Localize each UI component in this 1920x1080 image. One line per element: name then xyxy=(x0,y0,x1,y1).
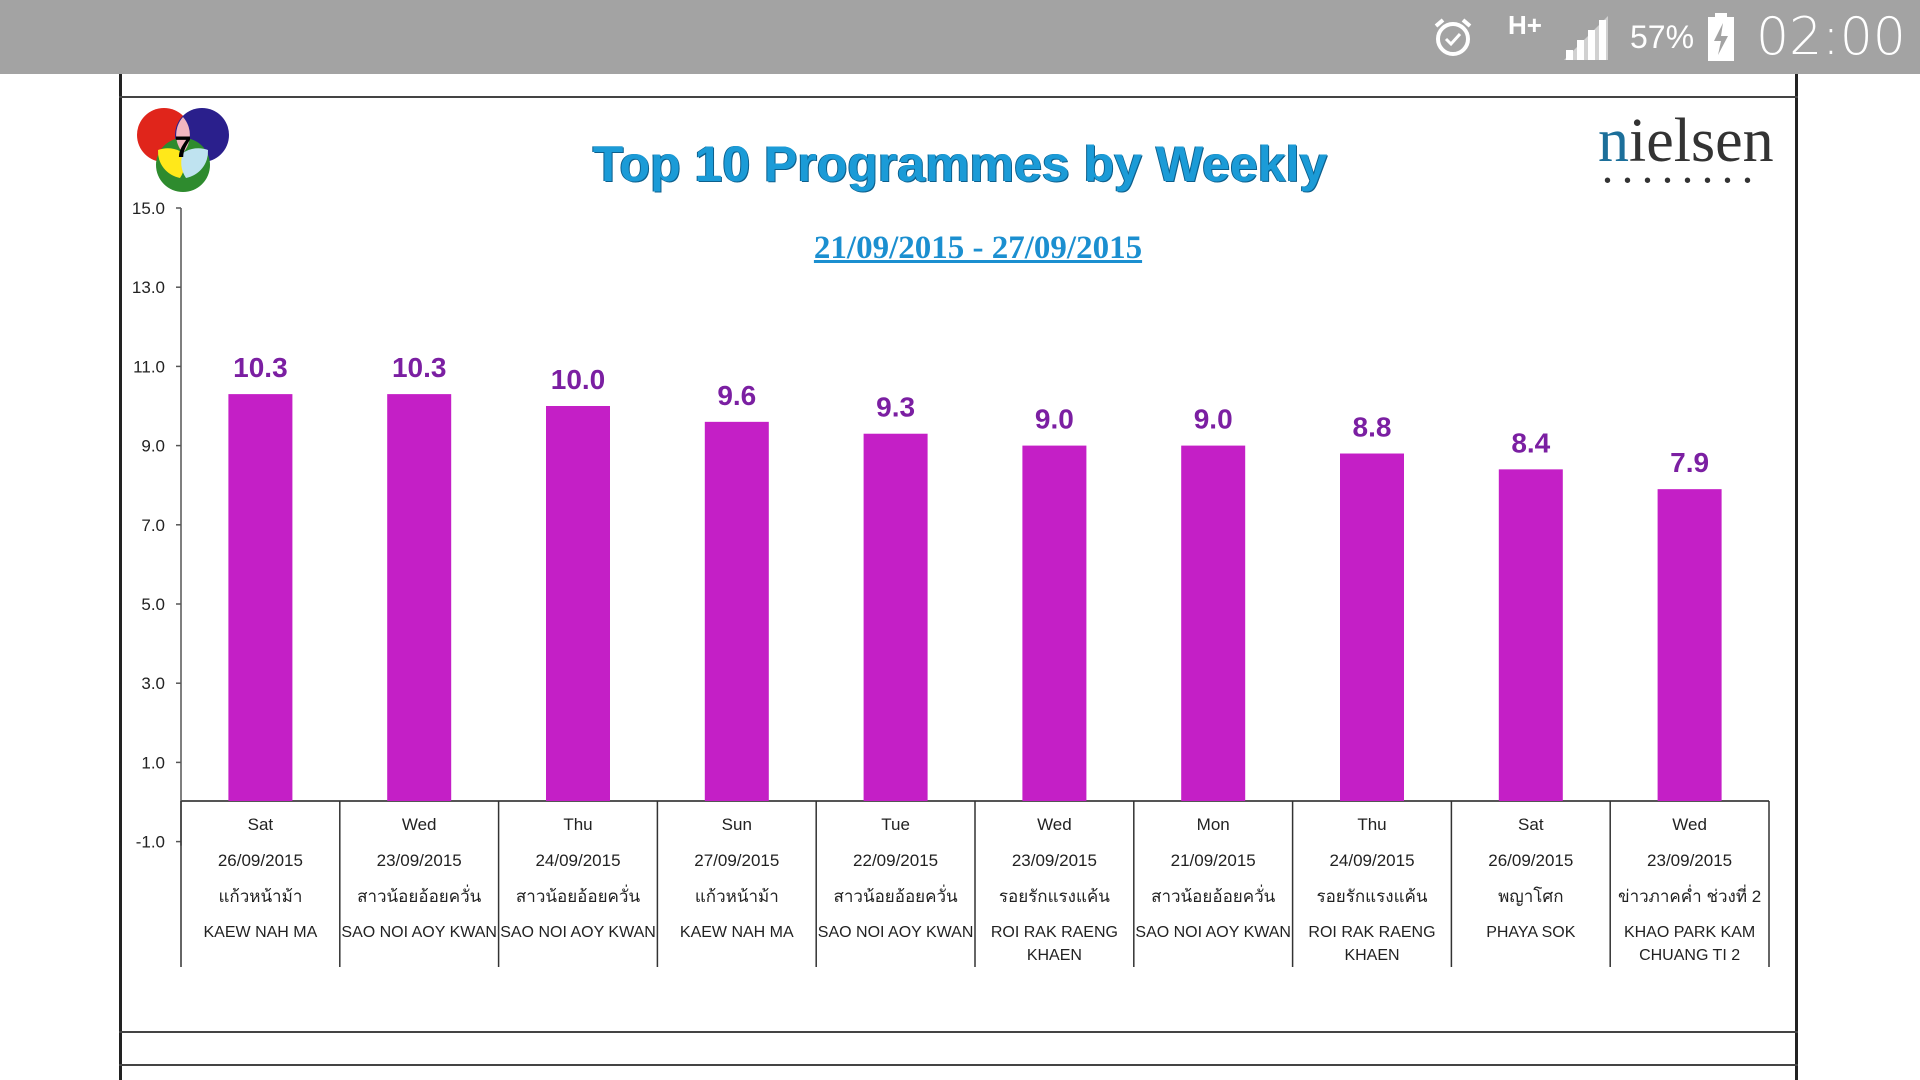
category-thai-name: แก้วหน้าม้า xyxy=(695,887,779,906)
category-thai-name: แก้วหน้าม้า xyxy=(218,887,302,906)
signal-icon xyxy=(1562,0,1612,74)
category-thai-name: สาวน้อยอ้อยควั่น xyxy=(834,884,959,906)
category-date: 27/09/2015 xyxy=(694,851,779,870)
category-english-name: SAO NOI AOY KWAN xyxy=(1135,924,1291,941)
bar xyxy=(1181,445,1246,801)
divider xyxy=(119,1031,1798,1033)
document-page xyxy=(119,74,1798,1080)
bar xyxy=(387,394,452,801)
category-english-name: SAO NOI AOY KWAN xyxy=(500,924,656,941)
bar xyxy=(1022,445,1087,801)
data-label: 7.9 xyxy=(1670,447,1709,478)
data-label: 8.8 xyxy=(1353,412,1392,443)
chart-title: Top 10 Programmes by Weekly xyxy=(592,136,1328,192)
category-day: Thu xyxy=(1357,815,1386,834)
category-thai-name: พญาโศก xyxy=(1498,886,1563,906)
category-english-name: KHAEN xyxy=(1027,947,1082,964)
battery-percent: 57% xyxy=(1630,18,1695,55)
y-tick-label: 1.0 xyxy=(141,753,165,772)
bar xyxy=(704,421,769,801)
network-icon: H+ xyxy=(1508,0,1542,84)
network-type: H+ xyxy=(1508,10,1542,40)
category-thai-name: ข่าวภาคค่ำ ช่วงที่ 2 xyxy=(1618,884,1761,906)
category-date: 23/09/2015 xyxy=(1647,851,1732,870)
category-english-name: PHAYA SOK xyxy=(1486,924,1576,941)
category-thai-name: สาวน้อยอ้อยควั่น xyxy=(1151,884,1276,906)
category-day: Sat xyxy=(1518,815,1544,834)
category-date: 26/09/2015 xyxy=(1488,851,1573,870)
category-date: 26/09/2015 xyxy=(218,851,303,870)
category-date: 22/09/2015 xyxy=(853,851,938,870)
category-day: Wed xyxy=(402,815,437,834)
logo-text: 7 xyxy=(175,131,192,164)
category-day: Sun xyxy=(722,815,752,834)
data-label: 10.3 xyxy=(233,352,288,383)
clock: 02:00 xyxy=(1756,7,1906,67)
category-english-name: KHAO PARK KAM xyxy=(1624,924,1755,941)
y-tick-label: 5.0 xyxy=(141,595,165,614)
data-label: 9.0 xyxy=(1035,404,1074,435)
bar xyxy=(1498,469,1563,801)
category-day: Wed xyxy=(1037,815,1072,834)
divider xyxy=(119,1064,1798,1066)
status-bar: H+ 57% 02:00 xyxy=(0,0,1920,74)
alarm-icon xyxy=(1430,0,1476,74)
y-tick-label: 7.0 xyxy=(141,516,165,535)
battery-charging-icon xyxy=(1706,0,1736,74)
bar xyxy=(546,406,610,801)
data-label: 9.6 xyxy=(717,380,756,411)
bar xyxy=(863,433,928,801)
data-label: 9.0 xyxy=(1194,404,1233,435)
category-english-name: ROI RAK RAENG xyxy=(1308,924,1435,941)
nielsen-logo-dots: •••••••• xyxy=(1604,170,1765,192)
data-label: 10.3 xyxy=(392,352,447,383)
category-day: Mon xyxy=(1197,815,1230,834)
y-tick-label: 9.0 xyxy=(141,437,165,456)
category-thai-name: รอยรักแรงแค้น xyxy=(1316,887,1427,906)
bar xyxy=(228,394,293,801)
y-tick-label: -1.0 xyxy=(136,833,165,852)
bar xyxy=(1657,489,1722,801)
bar xyxy=(1340,453,1404,801)
nielsen-logo: nielsen xyxy=(1598,107,1774,175)
category-date: 23/09/2015 xyxy=(1012,851,1097,870)
category-day: Tue xyxy=(881,815,910,834)
y-tick-label: 3.0 xyxy=(141,674,165,693)
category-day: Wed xyxy=(1672,815,1707,834)
y-tick-label: 11.0 xyxy=(133,357,165,376)
data-label: 10.0 xyxy=(551,364,606,395)
channel-7-logo: 7 xyxy=(134,105,232,200)
category-day: Thu xyxy=(563,815,592,834)
category-date: 24/09/2015 xyxy=(1329,851,1414,870)
category-thai-name: รอยรักแรงแค้น xyxy=(999,887,1110,906)
category-thai-name: สาวน้อยอ้อยควั่น xyxy=(516,884,641,906)
category-day: Sat xyxy=(248,815,274,834)
y-tick-label: 15.0 xyxy=(132,199,165,218)
category-english-name: KAEW NAH MA xyxy=(204,924,318,941)
category-english-name: SAO NOI AOY KWAN xyxy=(341,924,497,941)
category-english-name: SAO NOI AOY KWAN xyxy=(818,924,974,941)
data-label: 8.4 xyxy=(1511,427,1550,458)
category-date: 21/09/2015 xyxy=(1171,851,1256,870)
category-english-name: CHUANG TI 2 xyxy=(1639,947,1740,964)
y-tick-label: 13.0 xyxy=(132,278,165,297)
category-english-name: KHAEN xyxy=(1344,947,1399,964)
category-date: 24/09/2015 xyxy=(535,851,620,870)
category-english-name: KAEW NAH MA xyxy=(680,924,794,941)
data-label: 9.3 xyxy=(876,392,915,423)
category-date: 23/09/2015 xyxy=(377,851,462,870)
date-range: 21/09/2015 - 27/09/2015 xyxy=(813,230,1143,266)
divider xyxy=(119,96,1798,98)
category-thai-name: สาวน้อยอ้อยควั่น xyxy=(357,884,482,906)
category-english-name: ROI RAK RAENG xyxy=(991,924,1118,941)
